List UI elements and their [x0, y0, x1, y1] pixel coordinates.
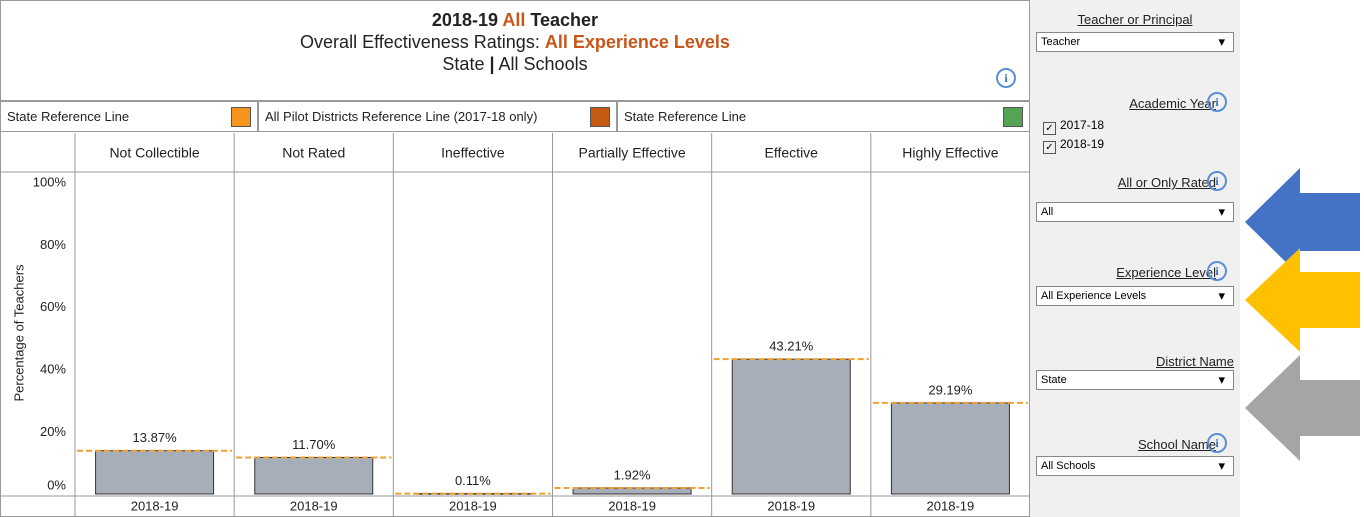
y-tick-label: 40%: [40, 362, 66, 377]
y-tick-label: 100%: [33, 174, 67, 189]
subtitle-part: State: [442, 54, 485, 74]
filter-label: Academic Year: [1129, 96, 1216, 111]
arrows: [1245, 168, 1360, 461]
bar: [731, 358, 851, 495]
x-label: 2018-19: [290, 498, 338, 513]
y-axis-label: Percentage of Teachers: [11, 264, 26, 402]
subtitle-part: Overall Effectiveness Ratings:: [300, 32, 540, 52]
check[interactable]: ✓: [1043, 122, 1056, 135]
checkbox-label: 2017-18: [1060, 118, 1105, 132]
filter-panel: [1030, 0, 1240, 517]
y-tick-label: 20%: [40, 424, 66, 439]
column-header: Ineffective: [441, 145, 505, 161]
y-tick-label: 60%: [40, 299, 66, 314]
bar: [890, 402, 1010, 495]
legend-swatch: [590, 107, 610, 127]
value-label: 29.19%: [928, 382, 973, 397]
legend-item: All Pilot Districts Reference Line (2017…: [258, 101, 617, 132]
chart: Percentage of Teachers 0% 20% 40% 60% 80% 100%…: [0, 133, 1030, 517]
legend-label: State Reference Line: [7, 109, 130, 124]
check[interactable]: ✓: [1043, 141, 1056, 154]
checkbox[interactable]: ✓ 2017-18: [1043, 118, 1104, 135]
info-icon[interactable]: i: [1207, 171, 1227, 191]
value-label: 13.87%: [133, 430, 178, 445]
subtitle-part: All Schools: [498, 54, 588, 74]
value-label: 43.21%: [769, 339, 814, 354]
subtitle: Overall Effectiveness Ratings: All Exper…: [0, 32, 1030, 53]
subtitle-2: State | All Schools: [0, 54, 1030, 75]
dropdown[interactable]: Teacher: [1036, 32, 1234, 52]
column-header: Highly Effective: [902, 145, 998, 161]
dropdown[interactable]: State: [1036, 370, 1234, 390]
title-part: 2018-19: [431, 10, 498, 30]
info-icon[interactable]: i: [1207, 261, 1227, 281]
legend-item: State Reference Line: [0, 101, 258, 132]
info-icon[interactable]: i: [1207, 433, 1227, 453]
subtitle-part: All Experience Levels: [544, 32, 730, 52]
filter-label: All or Only Rated: [1117, 175, 1216, 190]
value-label: 11.70%: [292, 437, 336, 452]
filter-label: School Name: [1137, 437, 1216, 452]
info-icon[interactable]: i: [1207, 92, 1227, 112]
dropdown[interactable]: All Schools: [1036, 456, 1234, 476]
x-label: 2018-19: [608, 498, 656, 513]
checkbox-label: 2018-19: [1060, 137, 1105, 151]
subtitle-part: |: [489, 54, 495, 74]
filter-label: Experience Level: [1116, 265, 1216, 280]
title: 2018-19 All Teacher: [0, 10, 1030, 31]
column-header: Not Rated: [282, 145, 345, 161]
checkbox[interactable]: ✓ 2018-19: [1043, 137, 1104, 154]
legend-label: State Reference Line: [624, 109, 747, 124]
dropdown[interactable]: All Experience Levels: [1036, 286, 1234, 306]
legend-swatch: [1003, 107, 1023, 127]
filter-label: Teacher or Principal: [1077, 12, 1193, 27]
bar: [254, 456, 374, 495]
x-label: 2018-19: [927, 498, 975, 513]
divider: [0, 100, 1030, 101]
arrow: [1245, 355, 1360, 461]
filter-label: District Name: [1155, 354, 1234, 369]
title-part: All: [502, 10, 526, 30]
y-tick-label: 0%: [47, 477, 66, 492]
arrow: [1245, 168, 1360, 276]
x-label: 2018-19: [131, 498, 179, 513]
bar: [95, 450, 215, 495]
arrow: [1245, 248, 1360, 352]
y-tick-label: 80%: [40, 237, 66, 252]
dropdown[interactable]: All: [1036, 202, 1234, 222]
x-label: 2018-19: [449, 498, 497, 513]
legend-label: All Pilot Districts Reference Line (2017…: [265, 109, 538, 124]
column-header: Effective: [765, 145, 819, 161]
column-header: Partially Effective: [579, 145, 686, 161]
info-icon[interactable]: i: [996, 68, 1016, 88]
value-label: 1.92%: [614, 467, 651, 482]
x-label: 2018-19: [767, 498, 815, 513]
legend-swatch: [231, 107, 251, 127]
legend-item: State Reference Line: [617, 101, 1030, 132]
value-label: 0.11%: [455, 473, 491, 488]
title-part: Teacher: [530, 10, 599, 30]
column-header: Not Collectible: [109, 145, 199, 161]
